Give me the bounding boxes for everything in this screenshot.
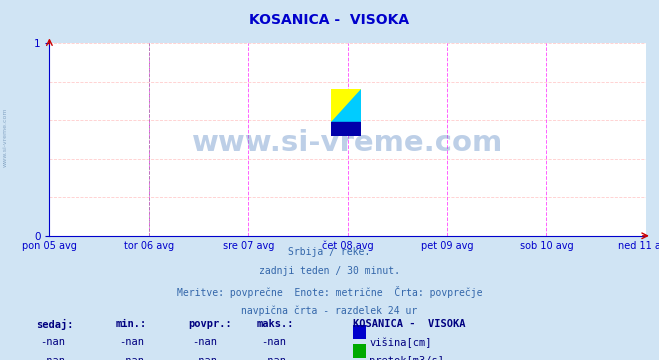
Text: -nan: -nan — [40, 356, 65, 360]
Text: višina[cm]: višina[cm] — [369, 337, 432, 348]
Text: -nan: -nan — [40, 337, 65, 347]
Polygon shape — [331, 89, 361, 122]
Text: www.si-vreme.com: www.si-vreme.com — [192, 129, 503, 157]
Text: -nan: -nan — [261, 337, 286, 347]
Text: sedaj:: sedaj: — [36, 319, 74, 330]
Text: www.si-vreme.com: www.si-vreme.com — [3, 107, 8, 167]
Text: min.:: min.: — [115, 319, 146, 329]
Text: povpr.:: povpr.: — [188, 319, 231, 329]
Text: Srbija / reke.: Srbija / reke. — [289, 247, 370, 257]
Text: maks.:: maks.: — [257, 319, 295, 329]
Text: -nan: -nan — [119, 337, 144, 347]
Text: -nan: -nan — [192, 337, 217, 347]
Polygon shape — [331, 89, 361, 122]
Text: zadnji teden / 30 minut.: zadnji teden / 30 minut. — [259, 266, 400, 276]
Text: Meritve: povprečne  Enote: metrične  Črta: povprečje: Meritve: povprečne Enote: metrične Črta:… — [177, 286, 482, 298]
Text: -nan: -nan — [119, 356, 144, 360]
Text: navpična črta - razdelek 24 ur: navpična črta - razdelek 24 ur — [241, 306, 418, 316]
Text: KOSANICA -  VISOKA: KOSANICA - VISOKA — [250, 13, 409, 27]
Text: KOSANICA -  VISOKA: KOSANICA - VISOKA — [353, 319, 465, 329]
Text: pretok[m3/s]: pretok[m3/s] — [369, 356, 444, 360]
Text: -nan: -nan — [192, 356, 217, 360]
Polygon shape — [331, 122, 361, 136]
Text: -nan: -nan — [261, 356, 286, 360]
